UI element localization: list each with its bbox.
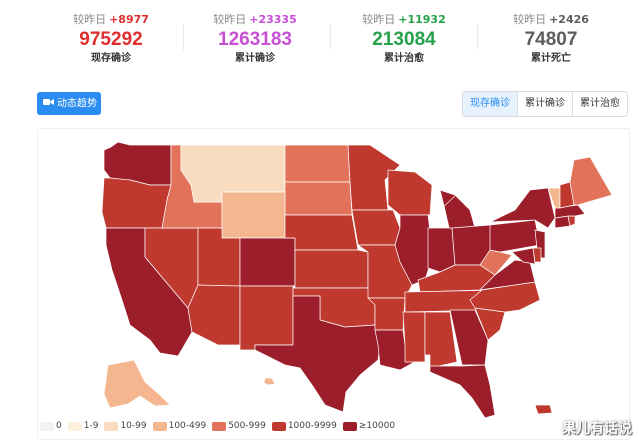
- stat-label: 累计确诊: [235, 53, 275, 64]
- map-legend: 0 1-9 10-99 100-499 500-999 1000-9999 ≥1…: [40, 419, 401, 433]
- legend-item[interactable]: 0: [40, 421, 62, 431]
- legend-label: 100-499: [168, 421, 207, 431]
- stat-label: 累计死亡: [531, 53, 571, 64]
- state-tx[interactable]: [254, 295, 381, 413]
- state-ny[interactable]: [489, 187, 556, 229]
- state-co[interactable]: [239, 237, 296, 287]
- stat-total-deaths: 较昨日 +2426 74807 累计死亡: [481, 12, 621, 66]
- state-border-line: [472, 187, 481, 197]
- legend-item[interactable]: 500-999: [212, 421, 266, 431]
- stat-delta: +8977: [109, 13, 149, 26]
- legend-item[interactable]: 10-99: [104, 421, 147, 431]
- stat-delta-prefix: 较昨日: [362, 13, 396, 26]
- state-wy[interactable]: [221, 191, 286, 239]
- tab-total-confirmed[interactable]: 累计确诊: [517, 92, 572, 116]
- tab-current-confirmed[interactable]: 现存确诊: [463, 92, 517, 116]
- legend-label: 1000-9999: [287, 421, 337, 431]
- legend-item[interactable]: 1000-9999: [271, 421, 337, 431]
- state-border-line: [439, 195, 456, 211]
- legend-item[interactable]: ≥10000: [342, 421, 396, 431]
- legend-swatch: [342, 421, 357, 431]
- state-or[interactable]: [101, 177, 172, 229]
- legend-label: 500-999: [228, 421, 266, 431]
- state-nd[interactable]: [284, 144, 351, 183]
- state-mn[interactable]: [347, 144, 401, 211]
- legend-item[interactable]: 1-9: [67, 421, 99, 431]
- stat-value: 1263183: [218, 29, 292, 50]
- stats-summary: 较昨日 +8977 975292 现存确诊 较昨日 +23335 1263183 累…: [0, 0, 640, 72]
- stat-label: 现存确诊: [91, 53, 131, 64]
- stat-current-confirmed: 较昨日 +8977 975292 现存确诊: [41, 12, 181, 66]
- state-in[interactable]: [427, 227, 456, 273]
- stat-delta: +11932: [398, 13, 446, 26]
- state-fl[interactable]: [429, 364, 496, 419]
- legend-swatch: [40, 421, 54, 431]
- state-ms[interactable]: [402, 311, 426, 363]
- stat-value: 975292: [79, 29, 143, 50]
- stat-total-confirmed: 较昨日 +23335 1263183 累计确诊: [185, 12, 325, 66]
- state-nm[interactable]: [239, 285, 294, 351]
- tab-total-cured[interactable]: 累计治愈: [572, 92, 627, 116]
- dynamic-trend-button[interactable]: 动态趋势: [37, 92, 101, 115]
- state-pr[interactable]: [534, 404, 553, 415]
- state-nc[interactable]: [469, 281, 541, 313]
- legend-item[interactable]: 100-499: [152, 421, 207, 431]
- video-camera-icon: [43, 92, 54, 115]
- stat-delta: +23335: [249, 13, 297, 26]
- state-ia[interactable]: [351, 209, 401, 246]
- legend-swatch: [67, 421, 82, 431]
- legend-label: ≥10000: [358, 421, 396, 431]
- stat-delta-prefix: 较昨日: [73, 13, 107, 26]
- state-pa[interactable]: [489, 219, 541, 253]
- stat-delta-prefix: 较昨日: [513, 13, 547, 26]
- stat-delta-prefix: 较昨日: [213, 13, 247, 26]
- stat-value: 74807: [524, 29, 578, 50]
- dynamic-trend-label: 动态趋势: [57, 98, 97, 110]
- legend-label: 0: [56, 421, 62, 431]
- state-ak[interactable]: [103, 359, 171, 409]
- stat-total-cured: 较昨日 +11932 213084 累计治愈: [334, 12, 474, 66]
- state-ga[interactable]: [449, 309, 489, 366]
- stat-label: 累计治愈: [384, 53, 424, 64]
- legend-swatch: [271, 421, 286, 431]
- state-az[interactable]: [187, 284, 241, 346]
- map-card: [37, 128, 630, 440]
- state-me[interactable]: [569, 156, 613, 206]
- divider: [183, 24, 184, 50]
- legend-swatch: [212, 421, 227, 431]
- state-wi[interactable]: [387, 169, 433, 216]
- stat-delta: +2426: [549, 13, 589, 26]
- stat-value: 213084: [372, 29, 436, 50]
- state-hi[interactable]: [263, 377, 276, 386]
- metric-tabs: 现存确诊 累计确诊 累计治愈: [462, 91, 628, 117]
- legend-label: 1-9: [83, 421, 99, 431]
- state-md[interactable]: [511, 247, 536, 265]
- legend-label: 10-99: [120, 421, 147, 431]
- state-ks[interactable]: [294, 249, 369, 289]
- divider: [330, 24, 331, 50]
- legend-swatch: [104, 421, 119, 431]
- state-sd[interactable]: [284, 181, 353, 216]
- state-ne[interactable]: [284, 214, 359, 251]
- watermark: 果儿有话说: [562, 421, 632, 437]
- state-wv[interactable]: [479, 249, 513, 276]
- legend-swatch: [152, 421, 167, 431]
- state-mi[interactable]: [439, 189, 476, 233]
- divider: [477, 24, 478, 50]
